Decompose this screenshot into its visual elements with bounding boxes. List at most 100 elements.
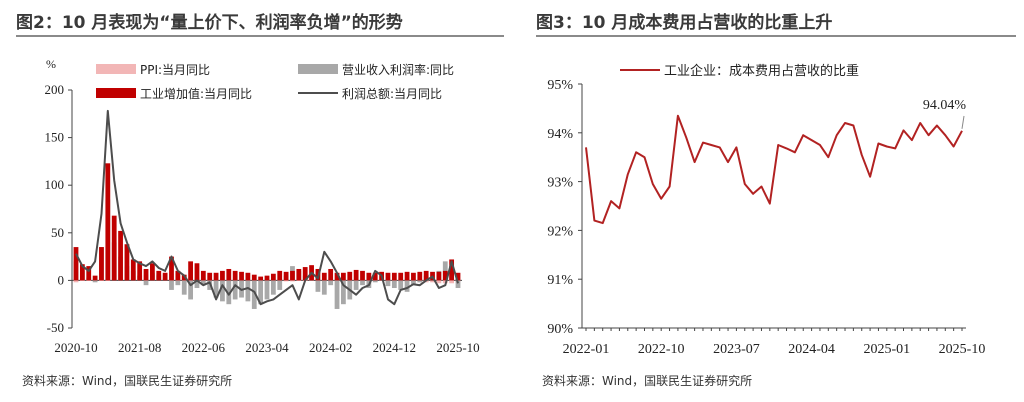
legend-label-margin: 营业收入利润率:同比 bbox=[342, 62, 454, 77]
output-bar bbox=[251, 274, 257, 281]
margin-bar bbox=[430, 280, 435, 281]
margin-bar bbox=[200, 280, 206, 286]
left-x-tick-label: 2023-04 bbox=[245, 340, 289, 355]
output-bar bbox=[175, 270, 181, 281]
right-chart: 工业企业：成本费用占营收的比重 90% 91% 92% 93% 94% 95% 2022-0… bbox=[547, 63, 986, 357]
margin-bar bbox=[455, 280, 461, 289]
margin-bar bbox=[175, 280, 181, 286]
ppi-bar bbox=[430, 280, 435, 283]
output-bar bbox=[385, 272, 391, 281]
margin-bar bbox=[353, 280, 359, 290]
legend-label-ppi: PPI:当月同比 bbox=[140, 63, 210, 77]
margin-bar bbox=[334, 280, 340, 309]
margin-bar bbox=[411, 280, 416, 286]
right-y-tick-label: 92% bbox=[547, 224, 573, 239]
output-bar bbox=[137, 261, 143, 281]
output-bar bbox=[188, 261, 193, 281]
legend-swatch-output bbox=[96, 88, 136, 98]
margin-bar bbox=[232, 280, 238, 300]
margin-bar bbox=[321, 280, 327, 295]
output-bar bbox=[455, 272, 461, 281]
output-bar bbox=[118, 230, 123, 281]
left-x-tick-label: 2021-08 bbox=[118, 340, 161, 355]
ppi-bar bbox=[86, 280, 92, 281]
output-bar bbox=[334, 272, 340, 281]
right-x-tick-label: 2024-04 bbox=[788, 342, 835, 357]
left-title-rule bbox=[16, 35, 504, 37]
margin-bar bbox=[277, 280, 283, 290]
output-bar bbox=[92, 275, 98, 281]
left-x-tick-label: 2024-12 bbox=[373, 340, 416, 355]
output-bar bbox=[130, 259, 136, 281]
left-y-tick-label: 150 bbox=[45, 130, 65, 145]
margin-bar bbox=[143, 280, 149, 286]
output-bar bbox=[423, 270, 429, 281]
right-x-tick-label: 2022-10 bbox=[638, 342, 685, 357]
output-bar bbox=[328, 268, 334, 281]
left-legend: PPI:当月同比 工业增加值:当月同比 营业收入利润率:同比 利润总额:当月同比 bbox=[96, 62, 454, 101]
cost-ratio-line bbox=[585, 114, 963, 225]
output-bar bbox=[353, 269, 359, 281]
right-y-tick-label: 93% bbox=[547, 176, 573, 191]
output-bar bbox=[398, 272, 404, 281]
margin-bar bbox=[360, 280, 365, 286]
left-y-tick-label: 200 bbox=[45, 82, 65, 97]
left-chart: % PPI:当月同比 工业增加值:当月同比 营业收入利润率:同比 利润总额:当月… bbox=[45, 57, 480, 355]
output-bar bbox=[86, 266, 92, 281]
right-x-tick-label: 2025-01 bbox=[863, 342, 910, 357]
output-bar bbox=[366, 272, 372, 281]
right-x-tick-label: 2022-01 bbox=[563, 342, 610, 357]
margin-bar bbox=[220, 280, 225, 302]
ppi-bar bbox=[436, 280, 442, 284]
legend-label-profit: 利润总额:当月同比 bbox=[342, 87, 442, 101]
right-title-rule bbox=[536, 35, 1016, 37]
output-bar bbox=[105, 163, 111, 281]
output-bar bbox=[264, 275, 270, 281]
left-y-tick-label: 100 bbox=[45, 177, 65, 192]
right-chart-title: 图3：10 月成本费用占营收的比重上升 bbox=[536, 13, 833, 33]
margin-bar bbox=[188, 280, 193, 300]
output-bar bbox=[169, 256, 174, 281]
margin-bar bbox=[194, 280, 200, 289]
output-bar bbox=[143, 268, 149, 281]
margin-bar bbox=[341, 280, 346, 305]
profit-line bbox=[75, 109, 459, 306]
output-bar bbox=[391, 272, 397, 281]
margin-bar bbox=[92, 280, 98, 283]
left-y-tick-label: -50 bbox=[47, 320, 64, 335]
output-bar bbox=[232, 270, 238, 281]
legend-label-output: 工业增加值:当月同比 bbox=[140, 86, 252, 101]
margin-bar bbox=[264, 280, 270, 300]
right-y-tick-label: 95% bbox=[547, 78, 573, 93]
output-bar bbox=[124, 244, 130, 281]
margin-bar bbox=[417, 280, 423, 283]
margin-bar bbox=[213, 280, 219, 298]
left-chart-title: 图2：10 月表现为“量上价下、利润率负增”的形势 bbox=[16, 13, 403, 33]
output-bar bbox=[449, 259, 455, 281]
left-x-tick-label: 2020-10 bbox=[54, 340, 97, 355]
left-unit-label: % bbox=[46, 57, 56, 71]
ppi-bar bbox=[105, 280, 111, 281]
margin-bar bbox=[181, 280, 187, 295]
output-bar bbox=[258, 276, 264, 281]
legend-swatch-ppi bbox=[96, 64, 136, 74]
output-bar bbox=[283, 271, 289, 281]
output-bar bbox=[220, 270, 225, 281]
output-bar bbox=[372, 272, 378, 281]
left-x-tick-label: 2022-06 bbox=[182, 340, 226, 355]
ppi-bar bbox=[283, 280, 289, 282]
ppi-bar bbox=[99, 280, 104, 281]
output-bar bbox=[194, 263, 200, 281]
output-bar bbox=[417, 271, 423, 281]
left-y-tick-label: 0 bbox=[58, 272, 65, 287]
output-bar bbox=[181, 274, 187, 281]
output-bar bbox=[347, 271, 353, 281]
output-bar bbox=[156, 270, 162, 281]
output-bar bbox=[245, 272, 251, 281]
margin-bar bbox=[245, 280, 251, 302]
right-x-tick-label: 2025-10 bbox=[939, 342, 986, 357]
last-value-label: 94.04% bbox=[923, 98, 967, 113]
output-bar bbox=[411, 272, 416, 281]
margin-bar bbox=[270, 280, 276, 295]
margin-bar bbox=[372, 280, 378, 283]
